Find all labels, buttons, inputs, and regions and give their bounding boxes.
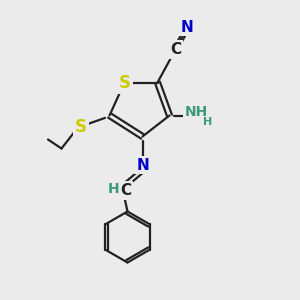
Text: N: N: [136, 158, 149, 172]
Text: C: C: [170, 42, 181, 57]
Text: C: C: [120, 183, 132, 198]
Text: H: H: [108, 182, 120, 196]
Text: N: N: [181, 20, 194, 34]
Text: S: S: [118, 74, 130, 92]
Text: S: S: [75, 118, 87, 136]
Text: H: H: [203, 117, 212, 127]
Text: NH: NH: [185, 106, 208, 119]
